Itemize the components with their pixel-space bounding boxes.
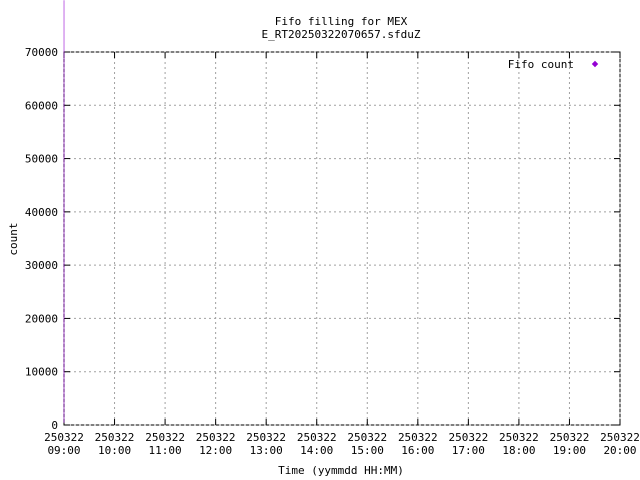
- x-tick-label-time: 20:00: [603, 444, 636, 457]
- legend: Fifo count: [508, 58, 599, 71]
- x-tick-label-time: 18:00: [502, 444, 535, 457]
- x-tick-label-time: 13:00: [250, 444, 283, 457]
- y-axis-label: count: [7, 222, 20, 255]
- x-tick-label-date: 250322: [246, 431, 286, 444]
- x-tick-label-time: 12:00: [199, 444, 232, 457]
- y-tick-label: 50000: [25, 153, 58, 166]
- x-tick-label-date: 250322: [297, 431, 337, 444]
- y-tick-label: 70000: [25, 46, 58, 59]
- x-tick-label-date: 250322: [448, 431, 488, 444]
- x-tick-label-date: 250322: [550, 431, 590, 444]
- y-tick-label: 10000: [25, 366, 58, 379]
- x-tick-label-date: 250322: [145, 431, 185, 444]
- x-tick-label-date: 250322: [44, 431, 84, 444]
- x-tick-label-date: 250322: [347, 431, 387, 444]
- legend-label-fifo-count: Fifo count: [508, 58, 574, 71]
- x-tick-label-time: 14:00: [300, 444, 333, 457]
- x-tick-label-date: 250322: [95, 431, 135, 444]
- chart-title: Fifo filling for MEX: [275, 15, 408, 28]
- y-tick-label: 30000: [25, 259, 58, 272]
- y-axis-ticks: 0 10000 20000 30000 40000 50000 60000 70000: [25, 46, 620, 432]
- x-tick-label-time: 15:00: [351, 444, 384, 457]
- x-tick-label-date: 250322: [499, 431, 539, 444]
- legend-marker-fifo-count: [591, 60, 599, 68]
- x-tick-label-date: 250322: [600, 431, 640, 444]
- x-tick-label-time: 16:00: [401, 444, 434, 457]
- plot-area: [63, 51, 621, 426]
- x-axis-ticks: 25032209:0025032210:0025032211:002503221…: [44, 52, 640, 457]
- y-tick-label: 60000: [25, 99, 58, 112]
- x-tick-label-time: 19:00: [553, 444, 586, 457]
- y-tick-label: 0: [51, 419, 58, 432]
- y-tick-label: 40000: [25, 206, 58, 219]
- grid-lines: [63, 51, 621, 426]
- x-tick-label-date: 250322: [196, 431, 236, 444]
- x-tick-label-time: 09:00: [47, 444, 80, 457]
- x-axis-label: Time (yymmdd HH:MM): [278, 464, 404, 477]
- x-tick-label-date: 250322: [398, 431, 438, 444]
- y-tick-label: 20000: [25, 312, 58, 325]
- x-tick-label-time: 10:00: [98, 444, 131, 457]
- x-tick-label-time: 11:00: [149, 444, 182, 457]
- x-tick-label-time: 17:00: [452, 444, 485, 457]
- chart-subtitle: E_RT20250322070657.sfduZ: [262, 28, 421, 41]
